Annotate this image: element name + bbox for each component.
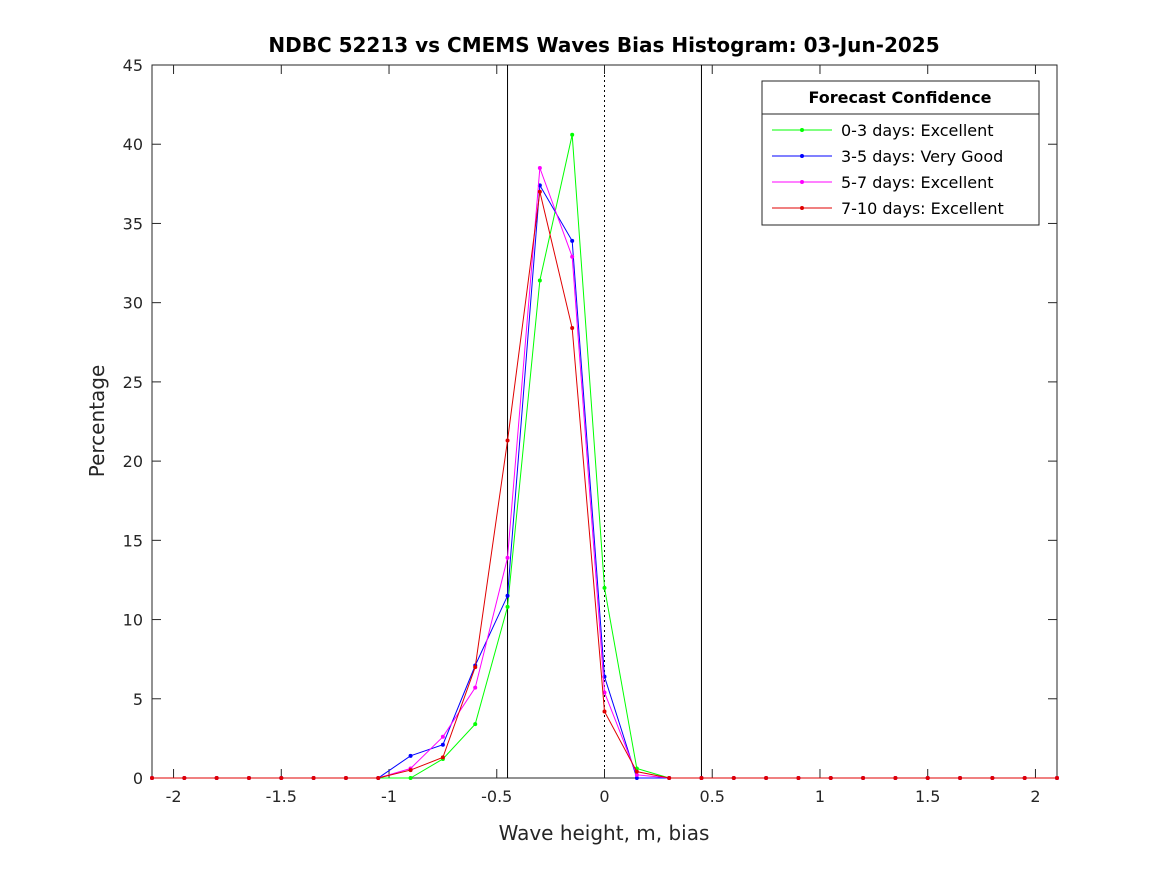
data-point xyxy=(473,665,478,670)
x-tick-label: 2 xyxy=(1030,787,1040,806)
legend-item-1: 0-3 days: Excellent xyxy=(772,121,994,140)
data-point xyxy=(440,755,445,760)
data-point xyxy=(699,776,704,780)
data-point xyxy=(440,742,445,747)
y-tick-label: 25 xyxy=(123,373,143,392)
data-point xyxy=(925,776,930,780)
data-point xyxy=(828,776,833,780)
data-point xyxy=(796,776,801,780)
y-tick-label: 40 xyxy=(123,135,143,154)
data-point xyxy=(311,776,316,780)
data-point xyxy=(537,165,542,170)
series-4 xyxy=(150,189,1059,780)
data-point xyxy=(246,776,251,780)
data-point xyxy=(990,776,995,780)
data-point xyxy=(634,769,639,774)
x-axis-label: Wave height, m, bias xyxy=(499,821,710,845)
data-point xyxy=(505,604,510,609)
data-point xyxy=(861,776,866,780)
y-tick-labels: 0 5 10 15 20 25 30 35 40 45 xyxy=(123,56,143,788)
data-point xyxy=(408,753,413,758)
legend-item-2: 3-5 days: Very Good xyxy=(772,147,1003,166)
data-point xyxy=(667,776,672,780)
data-point xyxy=(408,776,413,780)
legend-swatch-marker xyxy=(800,154,804,158)
data-point xyxy=(602,690,607,695)
data-point xyxy=(537,278,542,283)
data-point xyxy=(505,555,510,560)
data-point xyxy=(505,438,510,443)
legend: Forecast Confidence 0-3 days: Excellent 3… xyxy=(761,80,1040,226)
data-point xyxy=(731,776,736,780)
legend-swatch-marker xyxy=(800,206,804,210)
data-point xyxy=(1022,776,1027,780)
data-point xyxy=(343,776,348,780)
data-point xyxy=(279,776,284,780)
data-point xyxy=(634,772,639,777)
y-tick-label: 30 xyxy=(123,294,143,313)
chart-title: NDBC 52213 vs CMEMS Waves Bias Histogram… xyxy=(268,33,939,57)
data-point xyxy=(764,776,769,780)
data-point xyxy=(182,776,187,780)
data-point xyxy=(505,593,510,598)
data-point xyxy=(473,685,478,690)
y-tick-label: 5 xyxy=(133,690,143,709)
y-tick-label: 45 xyxy=(123,56,143,75)
y-tick-label: 10 xyxy=(123,611,143,630)
x-tick-labels: -2 -1.5 -1 -0.5 0 0.5 1 1.5 2 xyxy=(166,787,1041,806)
x-tick-label: 0 xyxy=(599,787,609,806)
data-point xyxy=(1055,776,1059,780)
legend-label: 7-10 days: Excellent xyxy=(841,199,1004,218)
data-point xyxy=(634,776,639,780)
legend-swatch-marker xyxy=(800,180,804,184)
legend-item-4: 7-10 days: Excellent xyxy=(772,199,1004,218)
y-tick-label: 20 xyxy=(123,452,143,471)
data-point xyxy=(376,776,381,780)
series-layer xyxy=(150,132,1059,780)
x-tick-label: 1.5 xyxy=(915,787,940,806)
legend-items: 0-3 days: Excellent 3-5 days: Very Good 5-… xyxy=(772,121,1004,218)
data-point xyxy=(408,768,413,773)
legend-title-box xyxy=(761,80,1040,115)
legend-label: 5-7 days: Excellent xyxy=(841,173,994,192)
legend-item-3: 5-7 days: Excellent xyxy=(772,173,994,192)
y-tick-label: 15 xyxy=(123,531,143,550)
y-axis-label: Percentage xyxy=(85,365,109,478)
y-tick-label: 35 xyxy=(123,214,143,233)
data-point xyxy=(150,776,154,780)
data-point xyxy=(214,776,219,780)
x-tick-label: 0.5 xyxy=(700,787,725,806)
data-point xyxy=(570,254,575,259)
data-point xyxy=(570,132,575,137)
data-point xyxy=(893,776,898,780)
legend-title: Forecast Confidence xyxy=(808,88,991,107)
data-point xyxy=(602,585,607,590)
x-tick-label: 1 xyxy=(815,787,825,806)
legend-label: 3-5 days: Very Good xyxy=(841,147,1003,166)
data-point xyxy=(570,238,575,243)
legend-label: 0-3 days: Excellent xyxy=(841,121,994,140)
data-point xyxy=(570,326,575,331)
x-tick-label: -0.5 xyxy=(481,787,512,806)
data-point xyxy=(537,189,542,194)
legend-box xyxy=(761,113,1040,226)
legend-swatch-marker xyxy=(800,128,804,132)
data-point xyxy=(958,776,963,780)
data-point xyxy=(440,734,445,739)
reference-lines xyxy=(507,65,702,778)
x-tick-label: -1.5 xyxy=(266,787,297,806)
x-tick-label: -2 xyxy=(166,787,182,806)
data-point xyxy=(602,709,607,714)
x-tick-label: -1 xyxy=(381,787,397,806)
y-tick-label: 0 xyxy=(133,769,143,788)
data-point xyxy=(473,722,478,727)
axis-ticks xyxy=(152,64,1057,779)
